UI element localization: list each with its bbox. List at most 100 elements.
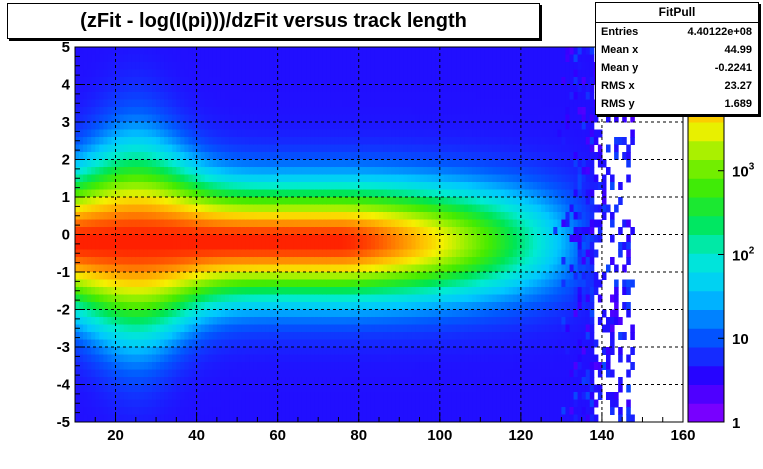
- heatmap-cell: [285, 144, 291, 153]
- heatmap-cell: [139, 92, 145, 100]
- heatmap-cell: [366, 399, 372, 408]
- heatmap-cell: [75, 317, 80, 325]
- heatmap-cell: [147, 182, 153, 190]
- heatmap-cell: [407, 294, 412, 303]
- heatmap-cell: [419, 84, 425, 93]
- heatmap-cell: [451, 204, 457, 213]
- heatmap-cell: [293, 69, 299, 78]
- heatmap-cell: [245, 279, 250, 288]
- heatmap-cell: [443, 242, 449, 250]
- heatmap-cell: [87, 377, 92, 385]
- heatmap-cell: [383, 219, 388, 228]
- heatmap-cell: [383, 114, 388, 123]
- heatmap-cell: [143, 227, 149, 235]
- heatmap-cell: [456, 114, 461, 123]
- heatmap-cell: [75, 264, 80, 273]
- heatmap-cell: [358, 122, 364, 130]
- heatmap-cell: [334, 279, 339, 288]
- heatmap-cell: [253, 354, 258, 363]
- heatmap-cell: [415, 272, 421, 280]
- heatmap-cell: [229, 287, 234, 295]
- heatmap-cell: [443, 362, 449, 370]
- heatmap-cell: [383, 84, 388, 93]
- heatmap-cell: [87, 92, 92, 100]
- heatmap-cell: [192, 212, 198, 220]
- heatmap-cell: [289, 212, 295, 220]
- heatmap-cell: [435, 414, 441, 423]
- heatmap-cell: [168, 407, 173, 415]
- heatmap-cell: [91, 47, 96, 55]
- heatmap-cell: [184, 204, 189, 213]
- heatmap-cell: [399, 309, 404, 318]
- heatmap-cell: [127, 144, 133, 153]
- heatmap-cell: [314, 309, 319, 318]
- heatmap-cell: [103, 84, 108, 93]
- heatmap-cell: [338, 137, 344, 145]
- heatmap-cell: [119, 174, 125, 183]
- heatmap-cell: [87, 279, 92, 288]
- heatmap-cell: [387, 99, 392, 108]
- heatmap-cell: [403, 84, 408, 93]
- heatmap-cell: [131, 369, 137, 378]
- heatmap-cell: [83, 272, 88, 280]
- heatmap-cell: [135, 249, 141, 258]
- heatmap-cell: [245, 129, 250, 138]
- heatmap-cell: [456, 354, 461, 363]
- heatmap-cell: [107, 249, 112, 258]
- heatmap-cell: [95, 317, 100, 325]
- heatmap-cell: [322, 309, 327, 318]
- heatmap-cell: [342, 347, 348, 355]
- heatmap-cell: [379, 182, 384, 190]
- heatmap-cell: [310, 264, 315, 273]
- heatmap-cell: [322, 399, 327, 408]
- heatmap-cell: [273, 197, 279, 205]
- heatmap-cell: [224, 339, 230, 348]
- heatmap-cell: [224, 369, 230, 378]
- heatmap-cell: [164, 69, 169, 78]
- heatmap-cell: [350, 47, 356, 55]
- heatmap-cell: [431, 399, 437, 408]
- heatmap-cell: [147, 354, 153, 363]
- heatmap-cell: [220, 347, 226, 355]
- heatmap-cell: [143, 212, 149, 220]
- heatmap-cell: [322, 384, 327, 393]
- heatmap-cell: [79, 137, 84, 145]
- heatmap-cell: [322, 107, 327, 115]
- heatmap-cell: [435, 332, 441, 340]
- heatmap-cell: [391, 167, 396, 175]
- heatmap-cell: [269, 152, 275, 160]
- heatmap-cell: [427, 249, 433, 258]
- heatmap-cell: [338, 234, 344, 243]
- heatmap-cell: [362, 92, 368, 100]
- heatmap-cell: [212, 174, 218, 183]
- heatmap-cell: [160, 257, 165, 265]
- heatmap-cell: [208, 414, 214, 423]
- heatmap-cell: [180, 54, 185, 63]
- heatmap-cell: [99, 54, 104, 63]
- heatmap-cell: [476, 302, 481, 310]
- heatmap-cell: [99, 137, 104, 145]
- heatmap-cell: [435, 339, 441, 348]
- heatmap-cell: [374, 272, 380, 280]
- heatmap-cell: [160, 369, 165, 378]
- heatmap-cell: [168, 414, 173, 423]
- heatmap-cell: [200, 69, 206, 78]
- heatmap-cell: [212, 407, 218, 415]
- heatmap-cell: [257, 369, 262, 378]
- heatmap-cell: [131, 392, 137, 400]
- heatmap-cell: [168, 152, 173, 160]
- heatmap-cell: [374, 407, 380, 415]
- heatmap-cell: [75, 377, 80, 385]
- heatmap-cell: [83, 264, 88, 273]
- heatmap-cell: [383, 339, 388, 348]
- heatmap-cell: [415, 257, 421, 265]
- heatmap-cell: [204, 137, 210, 145]
- heatmap-cell: [91, 324, 96, 333]
- heatmap-cell: [399, 354, 404, 363]
- heatmap-cell: [224, 174, 230, 183]
- heatmap-cell: [131, 339, 137, 348]
- heatmap-cell: [383, 152, 388, 160]
- heatmap-cell: [127, 242, 133, 250]
- heatmap-cell: [212, 92, 218, 100]
- heatmap-cell: [431, 377, 437, 385]
